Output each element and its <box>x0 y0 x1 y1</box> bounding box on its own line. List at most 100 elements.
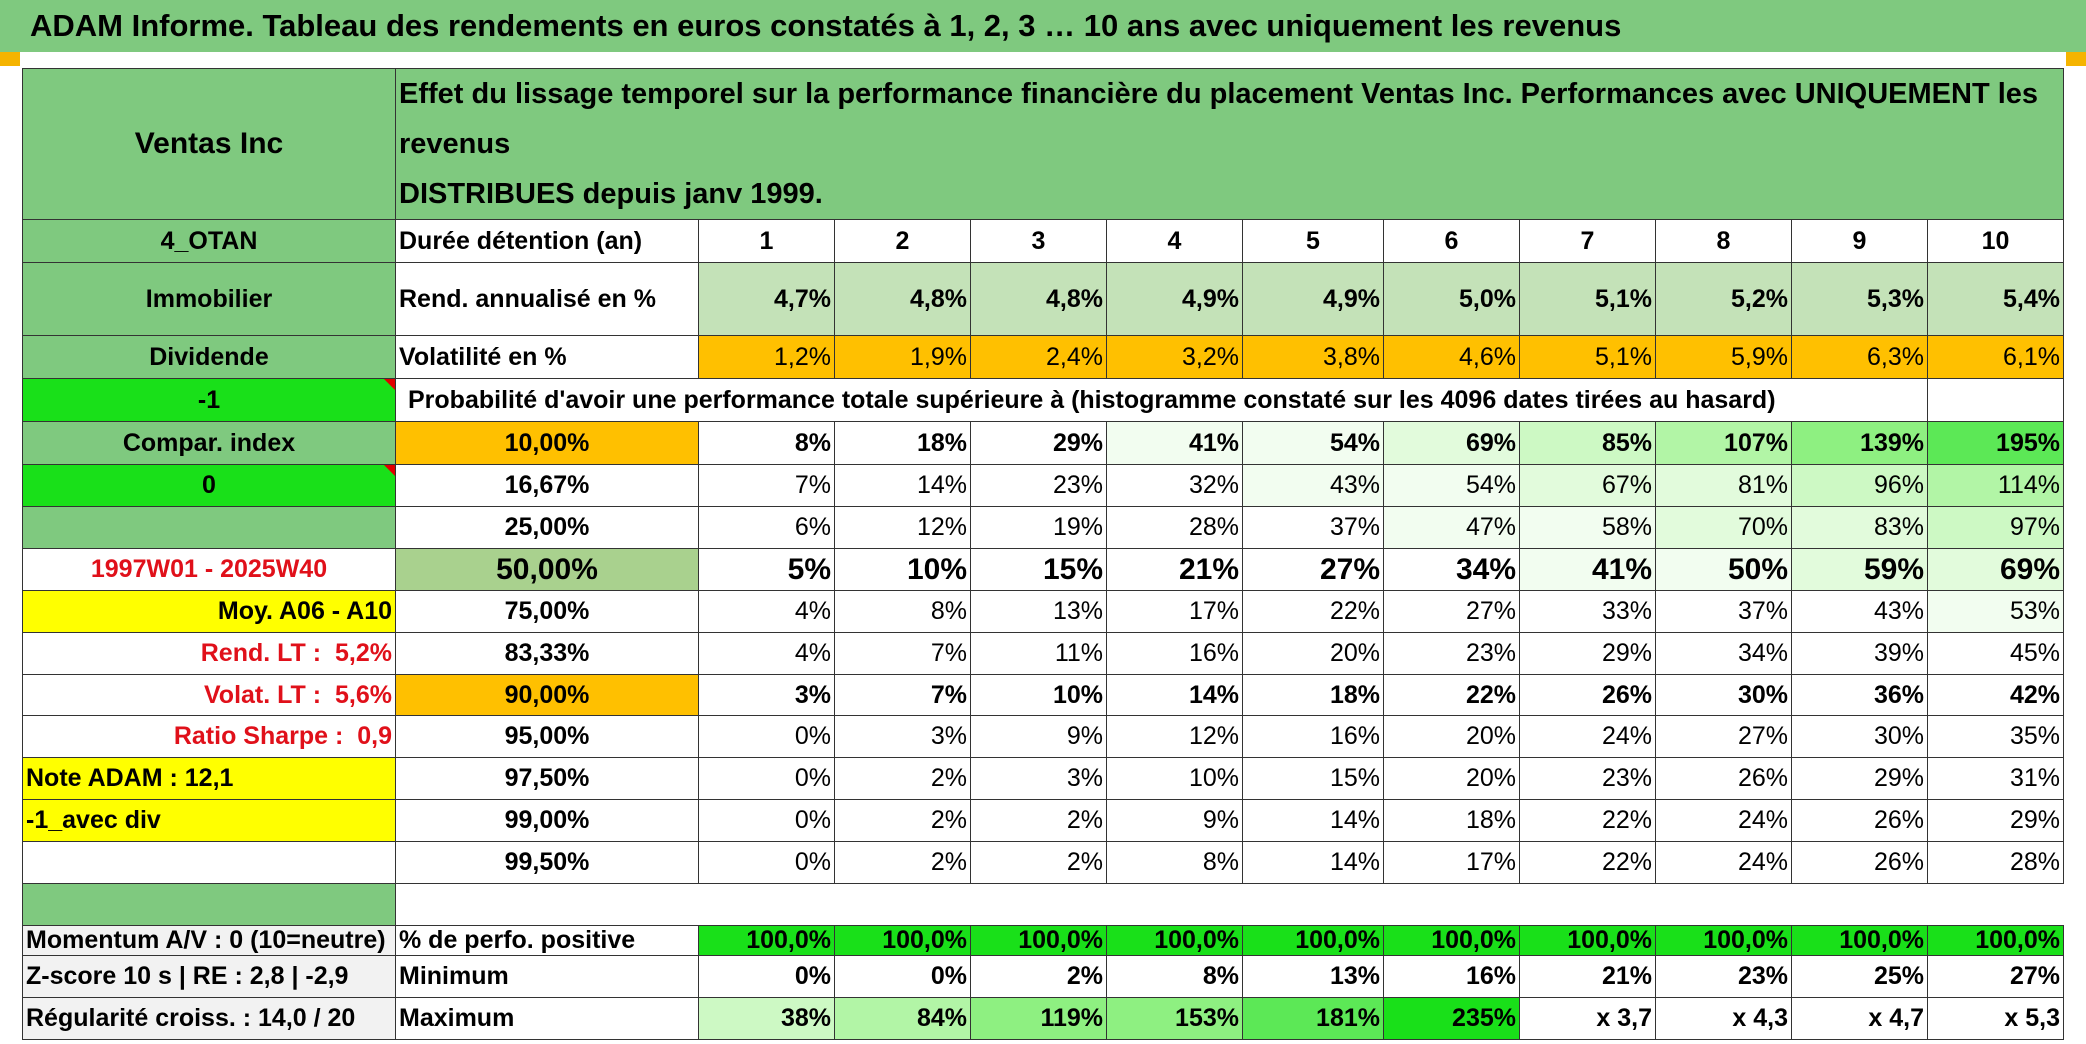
year-header: 1 <box>698 219 835 263</box>
lt-label: Ratio Sharpe : <box>173 722 344 750</box>
sharpe-ratio: Ratio Sharpe : 0,9 <box>22 715 396 758</box>
perfo-row: Momentum A/V : 0 (10=neutre)% de perfo. … <box>22 925 2064 956</box>
percentile-value: 6% <box>698 506 835 549</box>
percentile-value: 69% <box>1383 421 1520 465</box>
rend-value: 4,8% <box>970 262 1107 336</box>
minimum-value: 13% <box>1242 955 1384 998</box>
minimum-value: 16% <box>1383 955 1520 998</box>
percentile-value: 58% <box>1519 506 1656 549</box>
percentile-value: 22% <box>1383 674 1520 716</box>
rend-value: 5,4% <box>1927 262 2064 336</box>
percentile-label: 99,00% <box>395 799 699 842</box>
rend-value: 5,0% <box>1383 262 1520 336</box>
percentile-value: 28% <box>1106 506 1243 549</box>
percentile-value: 45% <box>1927 632 2064 675</box>
perfo-value: 100,0% <box>1242 925 1384 956</box>
year-header: 2 <box>834 219 971 263</box>
percentile-value: 18% <box>834 421 971 465</box>
percentile-value: 24% <box>1519 715 1656 758</box>
percentile-value: 11% <box>970 632 1107 675</box>
flag-value: -1 <box>22 378 396 422</box>
minimum-value: 23% <box>1655 955 1792 998</box>
percentile-label: 25,00% <box>395 506 699 549</box>
sector-label: Immobilier <box>22 262 396 336</box>
percentile-row: 1997W01 - 2025W40 50,00% 5% 10% 15% 21% 27% 34%… <box>22 548 2064 591</box>
percentile-value: 13% <box>970 590 1107 633</box>
percentile-value: 59% <box>1791 548 1928 591</box>
minimum-value: 8% <box>1106 955 1243 998</box>
percentile-row: Rend. LT : 5,2% 83,33% 4% 7% 11% 16% 20% 23% 29%… <box>22 632 2064 675</box>
volat-value: 5,1% <box>1519 335 1656 379</box>
maximum-value: x 4,7 <box>1791 997 1928 1040</box>
percentile-value: 139% <box>1791 421 1928 465</box>
rend-value: 4,9% <box>1106 262 1243 336</box>
performance-table: Ventas Inc Effet du lissage temporel sur … <box>22 68 2064 1040</box>
percentile-value: 10% <box>1106 757 1243 800</box>
description-line-1: Effet du lissage temporel sur la perform… <box>399 78 2039 160</box>
percentile-value: 22% <box>1242 590 1384 633</box>
side-empty-cell <box>22 506 396 549</box>
year-header: 5 <box>1242 219 1384 263</box>
spacer-row <box>22 883 2064 926</box>
percentile-value: 69% <box>1927 548 2064 591</box>
percentile-value: 7% <box>834 632 971 675</box>
rend-label: Rend. annualisé en % <box>395 262 699 336</box>
percentile-label: 50,00% <box>395 548 699 591</box>
percentile-value: 8% <box>1106 841 1243 884</box>
period-label: 1997W01 - 2025W40 <box>22 548 396 591</box>
percentile-value: 2% <box>834 799 971 842</box>
percentile-row: 25,00% 6% 12% 19% 28% 37% 47% 58% 70% 83% 97% <box>22 506 2064 549</box>
proba-label: Probabilité d'avoir une performance tota… <box>395 378 1928 422</box>
percentile-value: 15% <box>1242 757 1384 800</box>
percentile-value: 12% <box>834 506 971 549</box>
rend-lt: Rend. LT : 5,2% <box>22 632 396 675</box>
percentile-label: 97,50% <box>395 757 699 800</box>
maximum-value: x 4,3 <box>1655 997 1792 1040</box>
percentile-row: Compar. index 10,00% 8% 18% 29% 41% 54% 69% 85% 1… <box>22 421 2064 465</box>
zscore-label: Z-score 10 s | RE : 2,8 | -2,9 <box>22 955 396 998</box>
percentile-value: 36% <box>1791 674 1928 716</box>
percentile-value: 12% <box>1106 715 1243 758</box>
maximum-value: x 5,3 <box>1927 997 2064 1040</box>
percentile-value: 5% <box>698 548 835 591</box>
asset-code: 4_OTAN <box>22 219 396 263</box>
volat-value: 6,3% <box>1791 335 1928 379</box>
avec-div-label: -1_avec div <box>22 799 396 842</box>
volat-value: 4,6% <box>1383 335 1520 379</box>
report-title: ADAM Informe. Tableau des rendements en … <box>0 0 2086 52</box>
percentile-value: 20% <box>1383 715 1520 758</box>
percentile-value: 14% <box>834 464 971 507</box>
percentile-value: 9% <box>1106 799 1243 842</box>
duration-label: Durée détention (an) <box>395 219 699 263</box>
volat-value: 1,9% <box>834 335 971 379</box>
maximum-value: 235% <box>1383 997 1520 1040</box>
percentile-value: 0% <box>698 757 835 800</box>
percentile-value: 2% <box>970 799 1107 842</box>
year-header: 3 <box>970 219 1107 263</box>
side-empty-cell <box>22 841 396 884</box>
year-header: 7 <box>1519 219 1656 263</box>
percentile-value: 26% <box>1791 841 1928 884</box>
percentile-value: 8% <box>834 590 971 633</box>
rend-value: 5,1% <box>1519 262 1656 336</box>
percentile-value: 2% <box>834 841 971 884</box>
percentile-label: 83,33% <box>395 632 699 675</box>
maximum-value: 38% <box>698 997 835 1040</box>
percentile-value: 42% <box>1927 674 2064 716</box>
empty-cell <box>1927 378 2064 422</box>
percentile-value: 14% <box>1106 674 1243 716</box>
compar-index-label: Compar. index <box>22 421 396 465</box>
percentile-value: 10% <box>834 548 971 591</box>
percentile-value: 96% <box>1791 464 1928 507</box>
volat-value: 3,2% <box>1106 335 1243 379</box>
percentile-value: 18% <box>1242 674 1384 716</box>
percentile-label: 99,50% <box>395 841 699 884</box>
percentile-value: 4% <box>698 590 835 633</box>
percentile-value: 27% <box>1242 548 1384 591</box>
percentile-value: 16% <box>1106 632 1243 675</box>
perfo-value: 100,0% <box>1927 925 2064 956</box>
percentile-value: 43% <box>1242 464 1384 507</box>
description: Effet du lissage temporel sur la perform… <box>395 68 2064 220</box>
percentile-value: 16% <box>1242 715 1384 758</box>
percentile-value: 28% <box>1927 841 2064 884</box>
